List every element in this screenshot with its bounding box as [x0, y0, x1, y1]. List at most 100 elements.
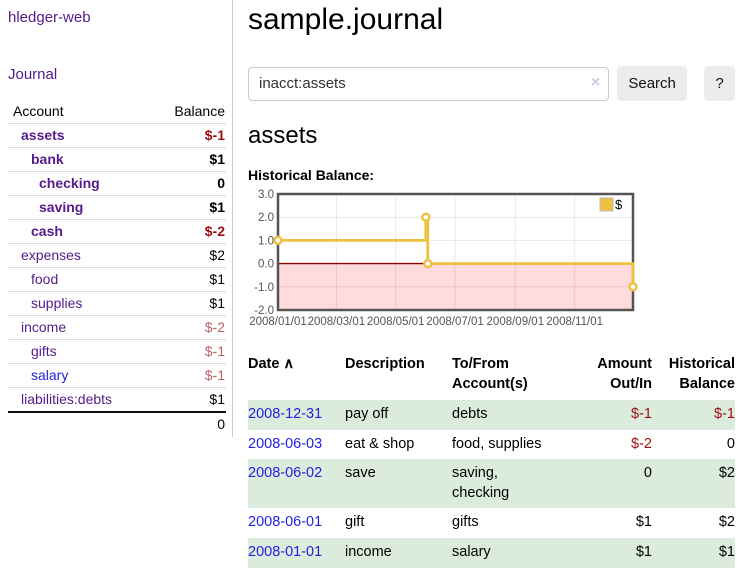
help-button[interactable]: ?	[704, 66, 735, 101]
transaction-date-link[interactable]: 2008-06-03	[248, 435, 323, 452]
transaction-accounts: salary	[452, 543, 491, 560]
chart-y-tick-label: 2.0	[258, 212, 274, 224]
accounts-table: Account Balance assets $-1 bank $1 checking 0…	[8, 100, 226, 436]
account-link[interactable]: assets	[21, 127, 65, 143]
transaction-row: 2008-06-03 eat & shop food, supplies $-2 0	[248, 430, 735, 460]
account-link[interactable]: gifts	[31, 343, 57, 359]
clear-search-icon[interactable]: ×	[590, 73, 601, 91]
register-header-balance: Historical Balance	[668, 356, 735, 392]
account-balance: $-2	[204, 319, 225, 335]
account-balance: $1	[209, 271, 225, 287]
chart-x-tick-label: 2008/05/01	[367, 316, 425, 328]
transaction-amount: $-2	[631, 435, 652, 452]
register-header-date: Date ∧	[248, 356, 295, 372]
transaction-row: 2008-12-31 pay off debts $-1 $-1	[248, 400, 735, 430]
chart-x-tick-label: 2008/07/01	[426, 316, 484, 328]
register-header-description: Description	[345, 356, 425, 372]
accounts-header-balance: Balance	[174, 103, 225, 119]
chart-plot-border	[276, 192, 635, 312]
transaction-date-link[interactable]: 2008-01-01	[248, 543, 323, 560]
search-input[interactable]	[248, 66, 610, 101]
accounts-total-value: 0	[153, 411, 226, 436]
transaction-description: gift	[345, 514, 365, 531]
account-link[interactable]: checking	[39, 175, 100, 191]
accounts-header-row: Account Balance	[8, 100, 226, 124]
account-row: bank $1	[8, 147, 226, 172]
account-balance: $-1	[204, 127, 225, 143]
account-row: income $-2	[8, 315, 226, 340]
transaction-balance: $-1	[714, 406, 735, 423]
account-row: cash $-2	[8, 219, 226, 244]
account-heading: assets	[248, 122, 318, 149]
account-row: checking 0	[8, 171, 226, 196]
transaction-description: pay off	[345, 406, 389, 423]
chart-x-tick-label: 2008/01/01	[249, 316, 307, 328]
chart-x-tick-label: 2008/09/01	[487, 316, 545, 328]
account-link[interactable]: bank	[31, 151, 64, 167]
accounts-header-account: Account	[13, 103, 64, 119]
account-balance: 0	[217, 175, 225, 191]
account-balance: $-1	[204, 367, 225, 383]
account-balance: $1	[209, 199, 225, 215]
transaction-date-link[interactable]: 2008-06-01	[248, 514, 323, 531]
transaction-balance: $2	[718, 465, 735, 482]
account-balance: $-1	[204, 343, 225, 359]
page-title: sample.journal	[248, 3, 444, 36]
transaction-balance: $2	[718, 514, 735, 531]
historical-balance-chart: 2008/01/01 2008/03/01 2008/05/01 2008/07/01…	[249, 189, 638, 328]
search-button[interactable]: Search	[617, 66, 688, 101]
transaction-balance: 0	[726, 435, 735, 452]
search-box: ×	[248, 66, 610, 101]
account-link[interactable]: cash	[31, 223, 63, 239]
chart-data-point	[273, 235, 283, 246]
transaction-balance: $1	[718, 543, 735, 560]
account-link[interactable]: food	[31, 271, 59, 287]
account-row: gifts $-1	[8, 339, 226, 364]
transaction-description: eat & shop	[345, 435, 415, 452]
app-title-link[interactable]: hledger-web	[8, 9, 91, 26]
account-link[interactable]: income	[21, 319, 67, 335]
chart-y-tick-label: -1.0	[254, 282, 274, 294]
account-row: salary $-1	[8, 363, 226, 388]
transaction-row: 2008-01-01 income salary $1 $1	[248, 537, 735, 568]
account-balance: $1	[209, 295, 225, 311]
transaction-amount: $1	[635, 514, 652, 531]
account-balance: $1	[209, 391, 225, 407]
chart-negative-region	[278, 263, 633, 310]
transaction-amount: $1	[635, 543, 652, 560]
sort-ascending-icon: ∧	[283, 356, 295, 372]
register-table: Date ∧ Description To/From Account(s) Am…	[248, 353, 735, 568]
transaction-amount: $-1	[631, 406, 652, 423]
chart-data-point	[423, 258, 433, 269]
account-link[interactable]: salary	[31, 367, 69, 383]
register-header-amount: Amount Out/In	[597, 356, 652, 392]
transaction-date-link[interactable]: 2008-06-02	[248, 465, 323, 482]
accounts-total-row: 0	[8, 411, 226, 436]
transaction-row: 2008-06-01 gift gifts $1 $2	[248, 508, 735, 538]
search-form: × Search ?	[248, 66, 735, 101]
chart-y-tick-label: 0.0	[258, 259, 274, 271]
legend-label: $	[615, 197, 623, 212]
account-row: saving $1	[8, 195, 226, 220]
transaction-date-link[interactable]: 2008-12-31	[248, 406, 323, 423]
main-panel: sample.journal × Search ? assets Histori…	[234, 0, 742, 568]
transaction-amount: 0	[643, 465, 652, 482]
chart-y-tick-label: 1.0	[258, 235, 274, 247]
sidebar: hledger-web Journal Account Balance asse…	[0, 0, 233, 437]
account-link[interactable]: supplies	[31, 295, 83, 311]
register-header-accounts: To/From Account(s)	[452, 356, 528, 392]
sidebar-item-journal[interactable]: Journal	[8, 66, 58, 83]
transaction-accounts: food, supplies	[452, 435, 542, 452]
legend-swatch	[599, 197, 614, 212]
account-row: expenses $2	[8, 243, 226, 268]
chart-y-tick-label: -2.0	[254, 305, 274, 317]
chart-data-point	[421, 212, 431, 222]
accounts-total-spacer	[8, 411, 154, 436]
account-link[interactable]: expenses	[21, 247, 81, 263]
account-link[interactable]: saving	[39, 199, 84, 215]
transaction-accounts: gifts	[452, 514, 479, 531]
account-row: liabilities:debts $1	[8, 387, 226, 413]
transaction-accounts: saving, checking	[452, 465, 510, 501]
account-row: food $1	[8, 267, 226, 292]
account-link[interactable]: liabilities:debts	[21, 391, 113, 407]
